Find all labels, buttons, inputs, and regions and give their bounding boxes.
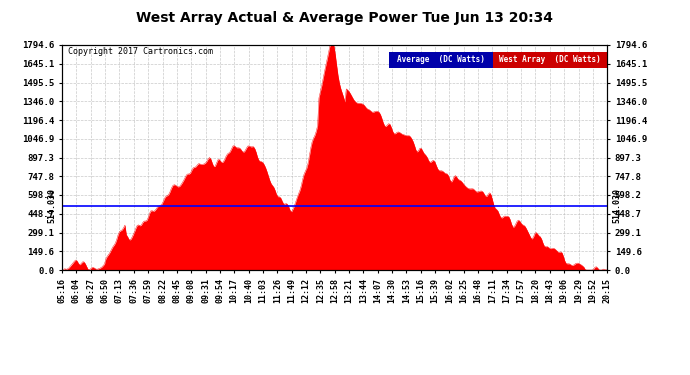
- Text: West Array  (DC Watts): West Array (DC Watts): [499, 55, 601, 64]
- Text: West Array Actual & Average Power Tue Jun 13 20:34: West Array Actual & Average Power Tue Ju…: [137, 11, 553, 25]
- Text: 514.030: 514.030: [613, 188, 622, 223]
- Text: 514.030: 514.030: [48, 188, 57, 223]
- Text: Copyright 2017 Cartronics.com: Copyright 2017 Cartronics.com: [68, 47, 213, 56]
- Bar: [493, 52, 607, 68]
- Text: Average  (DC Watts): Average (DC Watts): [397, 55, 485, 64]
- Bar: [389, 52, 493, 68]
